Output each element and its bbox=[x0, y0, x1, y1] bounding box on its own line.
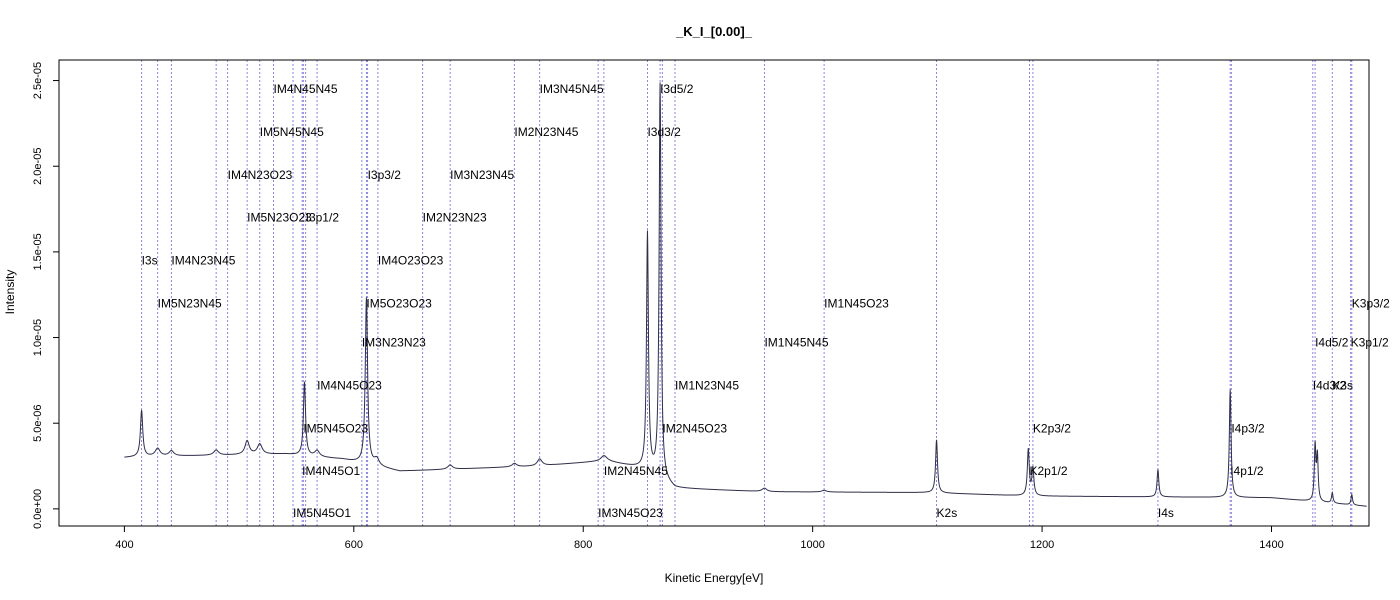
transition-label: I3s bbox=[142, 253, 158, 267]
transition-label: I3d5/2 bbox=[660, 82, 694, 96]
transition-label: I3d3/2 bbox=[647, 125, 681, 139]
transition-label: IM1N45O23 bbox=[824, 296, 889, 310]
x-tick-label: 600 bbox=[345, 539, 363, 551]
transition-label: IM4N45N45 bbox=[274, 82, 338, 96]
transition-label: IM4O23O23 bbox=[378, 253, 444, 267]
transition-label: IM4N23N45 bbox=[171, 253, 235, 267]
transition-label: K2s bbox=[937, 506, 958, 520]
transition-label: IM4N45O23 bbox=[317, 379, 382, 393]
x-tick-label: 1200 bbox=[1030, 539, 1054, 551]
y-tick-label: 1.5e-05 bbox=[32, 233, 44, 270]
x-tick-label: 800 bbox=[574, 539, 592, 551]
transition-label: I3p3/2 bbox=[368, 168, 402, 182]
transition-label: IM5N45N45 bbox=[260, 125, 324, 139]
spectrum-line bbox=[124, 82, 1367, 507]
transition-label: I4p3/2 bbox=[1231, 421, 1265, 435]
transition-label: IM3N23N45 bbox=[450, 168, 514, 182]
transition-label: I4p1/2 bbox=[1230, 464, 1264, 478]
axes: 400 600 800 1000 1200 1400 0.0e+00 5.0e-06 1.0e-… bbox=[32, 62, 1284, 551]
transition-label: IM2N45N45 bbox=[604, 464, 668, 478]
transition-label: IM2N23N23 bbox=[423, 211, 487, 225]
transition-label: IM5N23N45 bbox=[158, 296, 222, 310]
transition-label: I4d5/2 bbox=[1315, 336, 1349, 350]
y-tick-label: 2.5e-05 bbox=[32, 62, 44, 99]
transition-label: I4d3/2 bbox=[1313, 379, 1347, 393]
transition-label: IM2N23N45 bbox=[514, 125, 578, 139]
transition-label: K3p1/2 bbox=[1351, 336, 1389, 350]
transition-label: K2p1/2 bbox=[1029, 464, 1067, 478]
transition-label: IM5O23O23 bbox=[366, 296, 432, 310]
transition-label: IM2N45O23 bbox=[662, 421, 727, 435]
transition-label: IM5N23O23 bbox=[247, 211, 312, 225]
transition-label: IM4N23O23 bbox=[228, 168, 293, 182]
transition-label: IM5N45O1 bbox=[293, 506, 351, 520]
transition-label: K3p3/2 bbox=[1352, 296, 1390, 310]
transition-label: K2p3/2 bbox=[1033, 421, 1071, 435]
transition-label: IM1N23N45 bbox=[675, 379, 739, 393]
transition-label: K3s bbox=[1332, 379, 1353, 393]
transition-label: I3p1/2 bbox=[306, 211, 340, 225]
transition-label: IM5N45O23 bbox=[303, 421, 368, 435]
transition-label: I4s bbox=[1158, 506, 1174, 520]
x-tick-label: 1400 bbox=[1259, 539, 1283, 551]
chart-title: _K_I_[0.00]_ bbox=[675, 24, 753, 39]
x-tick-label: 400 bbox=[115, 539, 133, 551]
transition-label: IM3N45O23 bbox=[598, 506, 663, 520]
transition-label: IM3N45N45 bbox=[540, 82, 604, 96]
y-axis-label: Intensity bbox=[3, 270, 17, 315]
y-tick-label: 0.0e+00 bbox=[32, 489, 44, 529]
y-tick-label: 5.0e-06 bbox=[32, 405, 44, 442]
plot-frame bbox=[58, 59, 1370, 527]
y-tick-label: 2.0e-05 bbox=[32, 148, 44, 185]
transition-label: IM4N45O1 bbox=[302, 464, 360, 478]
y-tick-label: 1.0e-05 bbox=[32, 319, 44, 356]
transition-label: IM1N45N45 bbox=[764, 336, 828, 350]
x-axis-label: Kinetic Energy[eV] bbox=[665, 571, 764, 585]
transition-labels: I3s IM4N23N45IM5N23N45IM4N23O23IM5N23O23I… bbox=[142, 82, 1391, 520]
spectrum-layer bbox=[124, 82, 1367, 507]
x-tick-label: 1000 bbox=[800, 539, 824, 551]
transition-label: IM3N23N23 bbox=[362, 336, 426, 350]
